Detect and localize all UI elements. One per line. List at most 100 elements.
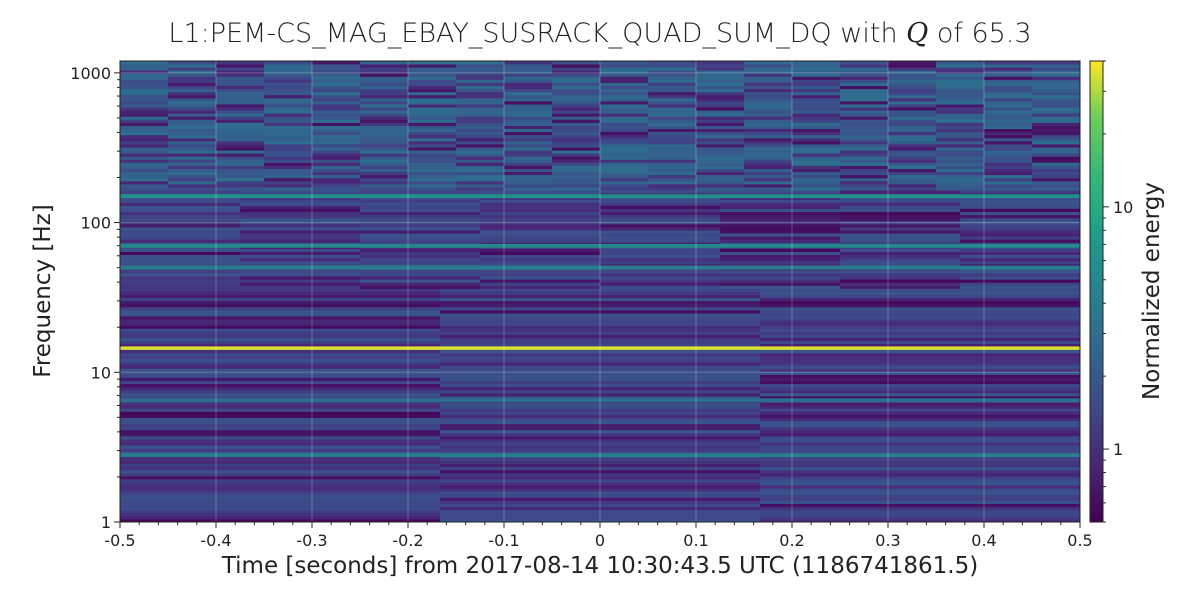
spectrogram-tile xyxy=(440,466,761,471)
spectrogram-tile xyxy=(264,61,313,65)
spectrogram-tile xyxy=(792,85,841,90)
spectrogram-tile xyxy=(960,239,1080,243)
spectrogram-tile xyxy=(120,411,441,415)
spectrogram-tile xyxy=(264,183,313,188)
spectrogram-tile xyxy=(120,386,441,391)
spectrogram-tile xyxy=(744,165,793,169)
spectrogram-tile xyxy=(760,500,1080,504)
chart-title: L1:PEM-CS_MAG_EBAY_SUSRACK_QUAD_SUM_DQ w… xyxy=(168,18,1032,49)
spectrogram-tile xyxy=(264,85,313,90)
energy-band xyxy=(120,346,1080,350)
spectrogram-tile xyxy=(960,233,1080,237)
spectrogram-tile xyxy=(720,214,841,219)
spectrogram-tile xyxy=(696,174,745,179)
spectrogram-tile xyxy=(120,460,441,464)
spectrogram-tile xyxy=(408,88,457,93)
spectrogram-tile xyxy=(120,512,441,517)
spectrogram-tile xyxy=(696,187,745,191)
spectrogram-tile xyxy=(216,73,265,77)
spectrogram-tile xyxy=(744,94,793,99)
spectrogram-tile xyxy=(792,61,841,65)
spectrogram-tile xyxy=(120,131,169,136)
spectrogram-tile xyxy=(744,73,793,77)
spectrogram-tile xyxy=(984,104,1033,108)
spectrogram-tile xyxy=(504,113,553,117)
spectrogram-tile xyxy=(744,88,793,93)
spectrogram-tile xyxy=(960,263,1080,268)
spectrogram-tile xyxy=(600,257,721,262)
spectrogram-tile xyxy=(792,131,841,136)
spectrogram-tile xyxy=(504,119,553,123)
spectrogram-tile xyxy=(240,257,361,262)
spectrogram-tile xyxy=(216,64,265,68)
spectrogram-tile xyxy=(600,150,649,154)
spectrogram-tile xyxy=(120,353,441,357)
spectrogram-tile xyxy=(600,180,649,185)
spectrogram-tile xyxy=(600,233,721,237)
spectrogram-tile xyxy=(408,64,457,68)
spectrogram-tile xyxy=(552,134,601,139)
spectrogram-tile xyxy=(120,273,241,277)
spectrogram-tile xyxy=(408,101,457,105)
spectrogram-tile xyxy=(760,475,1080,480)
spectrogram-tile xyxy=(960,223,1080,228)
spectrogram-tile xyxy=(360,285,481,289)
spectrogram-tile xyxy=(120,70,169,74)
spectrogram-tile xyxy=(648,85,697,90)
spectrogram-tile xyxy=(648,140,697,145)
spectrogram-tile xyxy=(840,107,889,111)
spectrogram-tile xyxy=(360,205,481,209)
spectrogram-tile xyxy=(600,276,721,280)
spectrogram-tile xyxy=(648,107,697,111)
spectrogram-tile xyxy=(120,482,441,486)
spectrogram-tile xyxy=(960,230,1080,234)
spectrogram-tile xyxy=(760,380,1080,385)
spectrogram-tile xyxy=(312,122,361,126)
spectrogram-tile xyxy=(120,515,441,520)
spectrogram-tile xyxy=(120,97,169,102)
spectrogram-tile xyxy=(504,76,553,80)
spectrogram-tile xyxy=(456,150,505,154)
spectrogram-tile xyxy=(1032,162,1080,166)
spectrogram-tile xyxy=(984,107,1033,111)
spectrogram-tile xyxy=(600,202,721,206)
spectrogram-tile xyxy=(408,94,457,99)
spectrogram-tile xyxy=(760,472,1080,477)
spectrogram-tile xyxy=(720,233,841,237)
spectrogram-tile xyxy=(440,368,761,372)
spectrogram-tile xyxy=(792,153,841,157)
spectrogram-tile xyxy=(120,61,169,65)
spectrogram-tile xyxy=(360,147,409,151)
spectrogram-tile xyxy=(760,485,1080,489)
spectrogram-tile xyxy=(456,119,505,123)
spectrogram-tile xyxy=(216,187,265,191)
spectrogram-tile xyxy=(696,119,745,123)
spectrogram-tile xyxy=(888,122,937,126)
spectrogram-tile xyxy=(120,334,441,338)
spectrogram-tile xyxy=(216,91,265,96)
spectrogram-tile xyxy=(440,306,761,311)
spectrogram-tile xyxy=(648,110,697,114)
spectrogram-tile xyxy=(504,147,553,151)
spectrogram-tile xyxy=(936,76,985,80)
spectrogram-tile xyxy=(760,466,1080,471)
spectrogram-tile xyxy=(440,445,761,449)
spectrogram-tile xyxy=(264,165,313,169)
spectrogram-tile xyxy=(440,435,761,440)
spectrogram-tile xyxy=(936,137,985,142)
spectrogram-tile xyxy=(240,248,361,252)
spectrogram-tile xyxy=(480,233,601,237)
spectrogram-tile xyxy=(456,165,505,169)
spectrogram-tile xyxy=(696,171,745,176)
spectrogram-tile xyxy=(312,165,361,169)
spectrogram-tile xyxy=(600,239,721,243)
spectrogram-tile xyxy=(792,128,841,133)
spectrogram-tile xyxy=(744,116,793,120)
spectrogram-tile xyxy=(264,174,313,179)
spectrogram-tile xyxy=(408,113,457,117)
spectrogram-tile xyxy=(984,88,1033,93)
spectrogram-tile xyxy=(440,340,761,345)
spectrogram-tile xyxy=(744,180,793,185)
spectrogram-tile xyxy=(408,122,457,126)
spectrogram-tile xyxy=(792,107,841,111)
